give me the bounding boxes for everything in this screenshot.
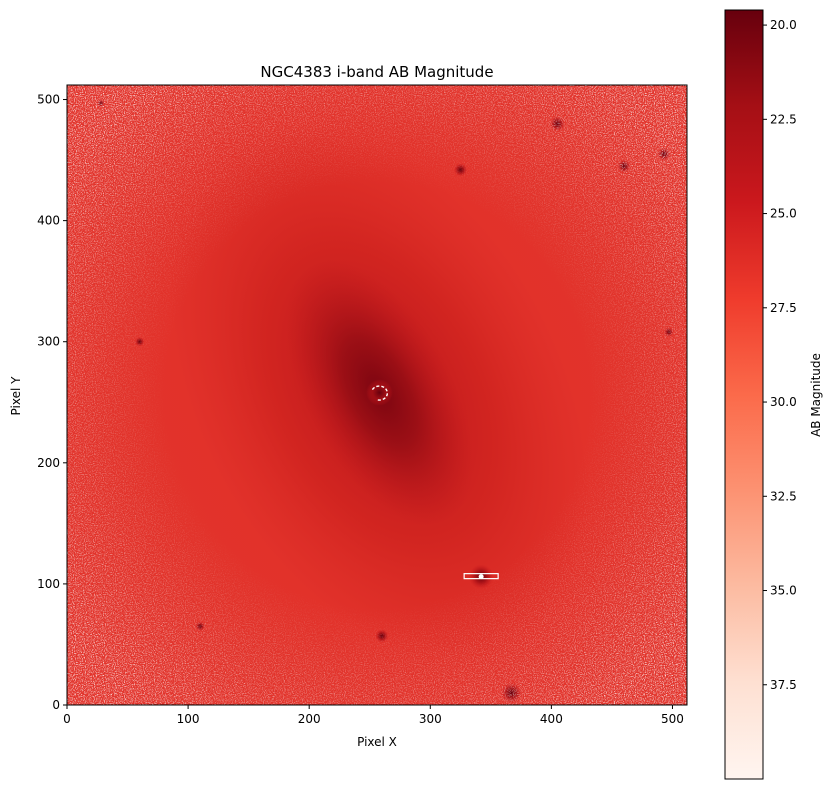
y-axis-label: Pixel Y <box>9 376 23 416</box>
colorbar-tick-label: 20.0 <box>770 18 797 32</box>
x-tick-label: 0 <box>63 712 71 726</box>
x-axis-ticks: 0 100 200 300 400 500 <box>63 705 684 726</box>
y-tick-label: 200 <box>37 456 60 470</box>
y-axis-ticks: 0 100 200 300 400 500 <box>37 93 67 712</box>
y-tick-label: 100 <box>37 577 60 591</box>
colorbar <box>724 9 764 780</box>
colorbar-tick-label: 27.5 <box>770 301 797 315</box>
colorbar-tick-label: 22.5 <box>770 112 797 126</box>
colorbar-tick-label: 37.5 <box>770 678 797 692</box>
colorbar-tick-label: 25.0 <box>770 207 797 221</box>
center-mask-ring <box>371 385 389 401</box>
y-tick-label: 300 <box>37 335 60 349</box>
y-tick-label: 400 <box>37 214 60 228</box>
x-axis-label: Pixel X <box>357 735 397 749</box>
bleed-trail-core <box>478 574 484 580</box>
colorbar-tick-label: 32.5 <box>770 489 797 503</box>
colorbar-tick-label: 30.0 <box>770 395 797 409</box>
x-tick-label: 400 <box>540 712 563 726</box>
x-tick-label: 300 <box>419 712 442 726</box>
plot-frame <box>66 84 688 706</box>
colorbar-ticks: 20.0 22.5 25.0 27.5 30.0 32.5 35.0 37.5 <box>763 18 797 692</box>
masked-features <box>371 385 499 580</box>
image-plot-area <box>67 85 687 705</box>
colorbar-tick-label: 35.0 <box>770 584 797 598</box>
x-tick-label: 100 <box>177 712 200 726</box>
y-tick-label: 0 <box>52 698 60 712</box>
masked-pixel-speckle <box>67 85 687 705</box>
colorbar-label: AB Magnitude <box>809 353 823 437</box>
y-tick-label: 500 <box>37 93 60 107</box>
x-tick-label: 200 <box>298 712 321 726</box>
chart-title: NGC4383 i-band AB Magnitude <box>260 63 493 81</box>
x-tick-label: 500 <box>661 712 684 726</box>
